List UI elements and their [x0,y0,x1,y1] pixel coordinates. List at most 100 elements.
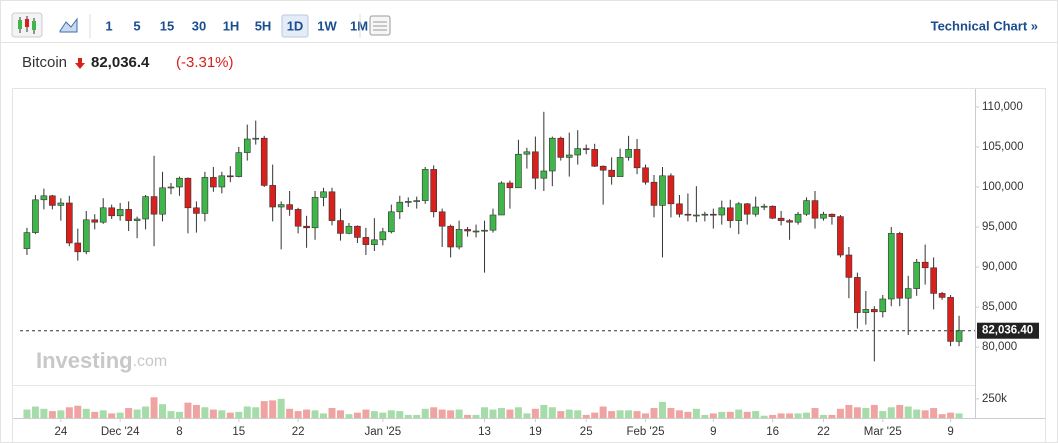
interval-button[interactable]: 1 [105,18,112,33]
interval-button[interactable]: 1H [223,18,240,33]
candle-body [91,219,99,223]
icon-stroke[interactable] [59,17,78,33]
candle-body [260,137,268,186]
interval-button[interactable]: 5 [133,18,140,33]
volume-bar [91,411,99,418]
watermark-brand: Investing [36,348,133,373]
interval-button[interactable]: 1W [317,18,337,33]
icon-stroke [18,20,22,29]
volume-bar [803,412,811,418]
volume-bar [142,406,150,418]
volume-bar [904,406,912,418]
candle-body [896,233,904,299]
volume-bar [328,408,336,418]
x-tick-label: 13 [478,426,491,438]
table-icon[interactable] [369,15,391,36]
candle-body [854,277,861,313]
volume-bar [828,414,836,418]
down-arrow [75,58,85,69]
x-tick-label: Jan '25 [364,426,401,438]
candle-body [40,195,48,201]
interval-button[interactable]: 30 [192,18,206,33]
candle-body [616,157,624,177]
x-tick-label: 8 [176,426,182,438]
icon-stroke [32,21,36,30]
candle-body [57,202,65,206]
volume-bar [362,409,370,418]
volume-bar [836,408,844,418]
candle-body [811,200,819,219]
candle-body [557,137,565,158]
candle-body [354,225,361,238]
volume-bar [167,411,175,418]
candle-body [930,267,937,294]
volume-bar [438,409,446,418]
volume-bar [387,410,395,418]
volume-bar [608,411,616,418]
volume-bar [769,414,777,418]
volume-bar [616,410,624,418]
volume-bar [31,406,39,418]
volume-bar [235,411,243,418]
candle-body [413,200,421,202]
candle-body [693,214,700,217]
candle-body [633,149,641,169]
volume-bar [497,408,505,418]
interval-button[interactable]: 1D [287,18,304,33]
volume-bar [421,408,429,418]
x-tick-label: 15 [232,426,245,438]
candle-body [904,288,912,299]
candle-body [447,225,454,248]
candle-body [845,254,853,278]
volume-bar [370,411,378,418]
candle-body [345,225,353,234]
volume-bar [760,415,768,418]
candle-body [23,232,31,249]
candle-body [472,230,480,233]
candle-body [735,203,743,221]
volume-bar [921,410,929,418]
candle-body [760,205,768,208]
candle-body [176,177,183,188]
candle-body [455,229,463,248]
candle-body [404,201,412,203]
volume-bar [379,412,387,418]
candle-body [828,213,836,217]
volume-bar [879,411,887,418]
candle-body [201,177,209,214]
candle-body [659,175,666,206]
volume-bar [192,404,200,418]
candles-icon[interactable] [11,12,43,38]
interval-button[interactable]: 15 [160,18,174,33]
volume-bar [870,404,878,418]
candle-body [523,151,531,155]
candle-body [269,185,276,208]
candle-body [489,214,497,231]
candle-body [786,220,793,223]
area-icon[interactable] [59,17,78,33]
volume-bar [887,407,895,418]
candle-body [667,175,675,205]
candle-body [82,219,90,253]
volume-bar [599,406,607,418]
volume-bar [226,412,234,418]
candle-body [862,309,870,313]
volume-bar [447,410,455,418]
volume-bar [650,408,658,418]
volume-bar [82,408,90,418]
technical-chart-link[interactable]: Technical Chart » [931,18,1038,33]
interval-button[interactable]: 5H [255,18,272,33]
candle-body [396,201,404,213]
interval-group: 1 5 15 30 1H 5H 1D 1W 1M [105,14,368,38]
candle-body [227,175,234,178]
interval-button[interactable]: 1M [350,18,368,33]
y-tick-label: 90,000 [982,261,1017,273]
x-tick-label: 25 [580,426,593,438]
volume-bar [625,410,633,418]
volume-bar [514,407,522,418]
volume-bar [557,411,565,418]
x-tick-label: 19 [529,426,542,438]
volume-bar [74,405,82,418]
volume-bar [125,408,133,418]
candle-body [74,242,82,253]
